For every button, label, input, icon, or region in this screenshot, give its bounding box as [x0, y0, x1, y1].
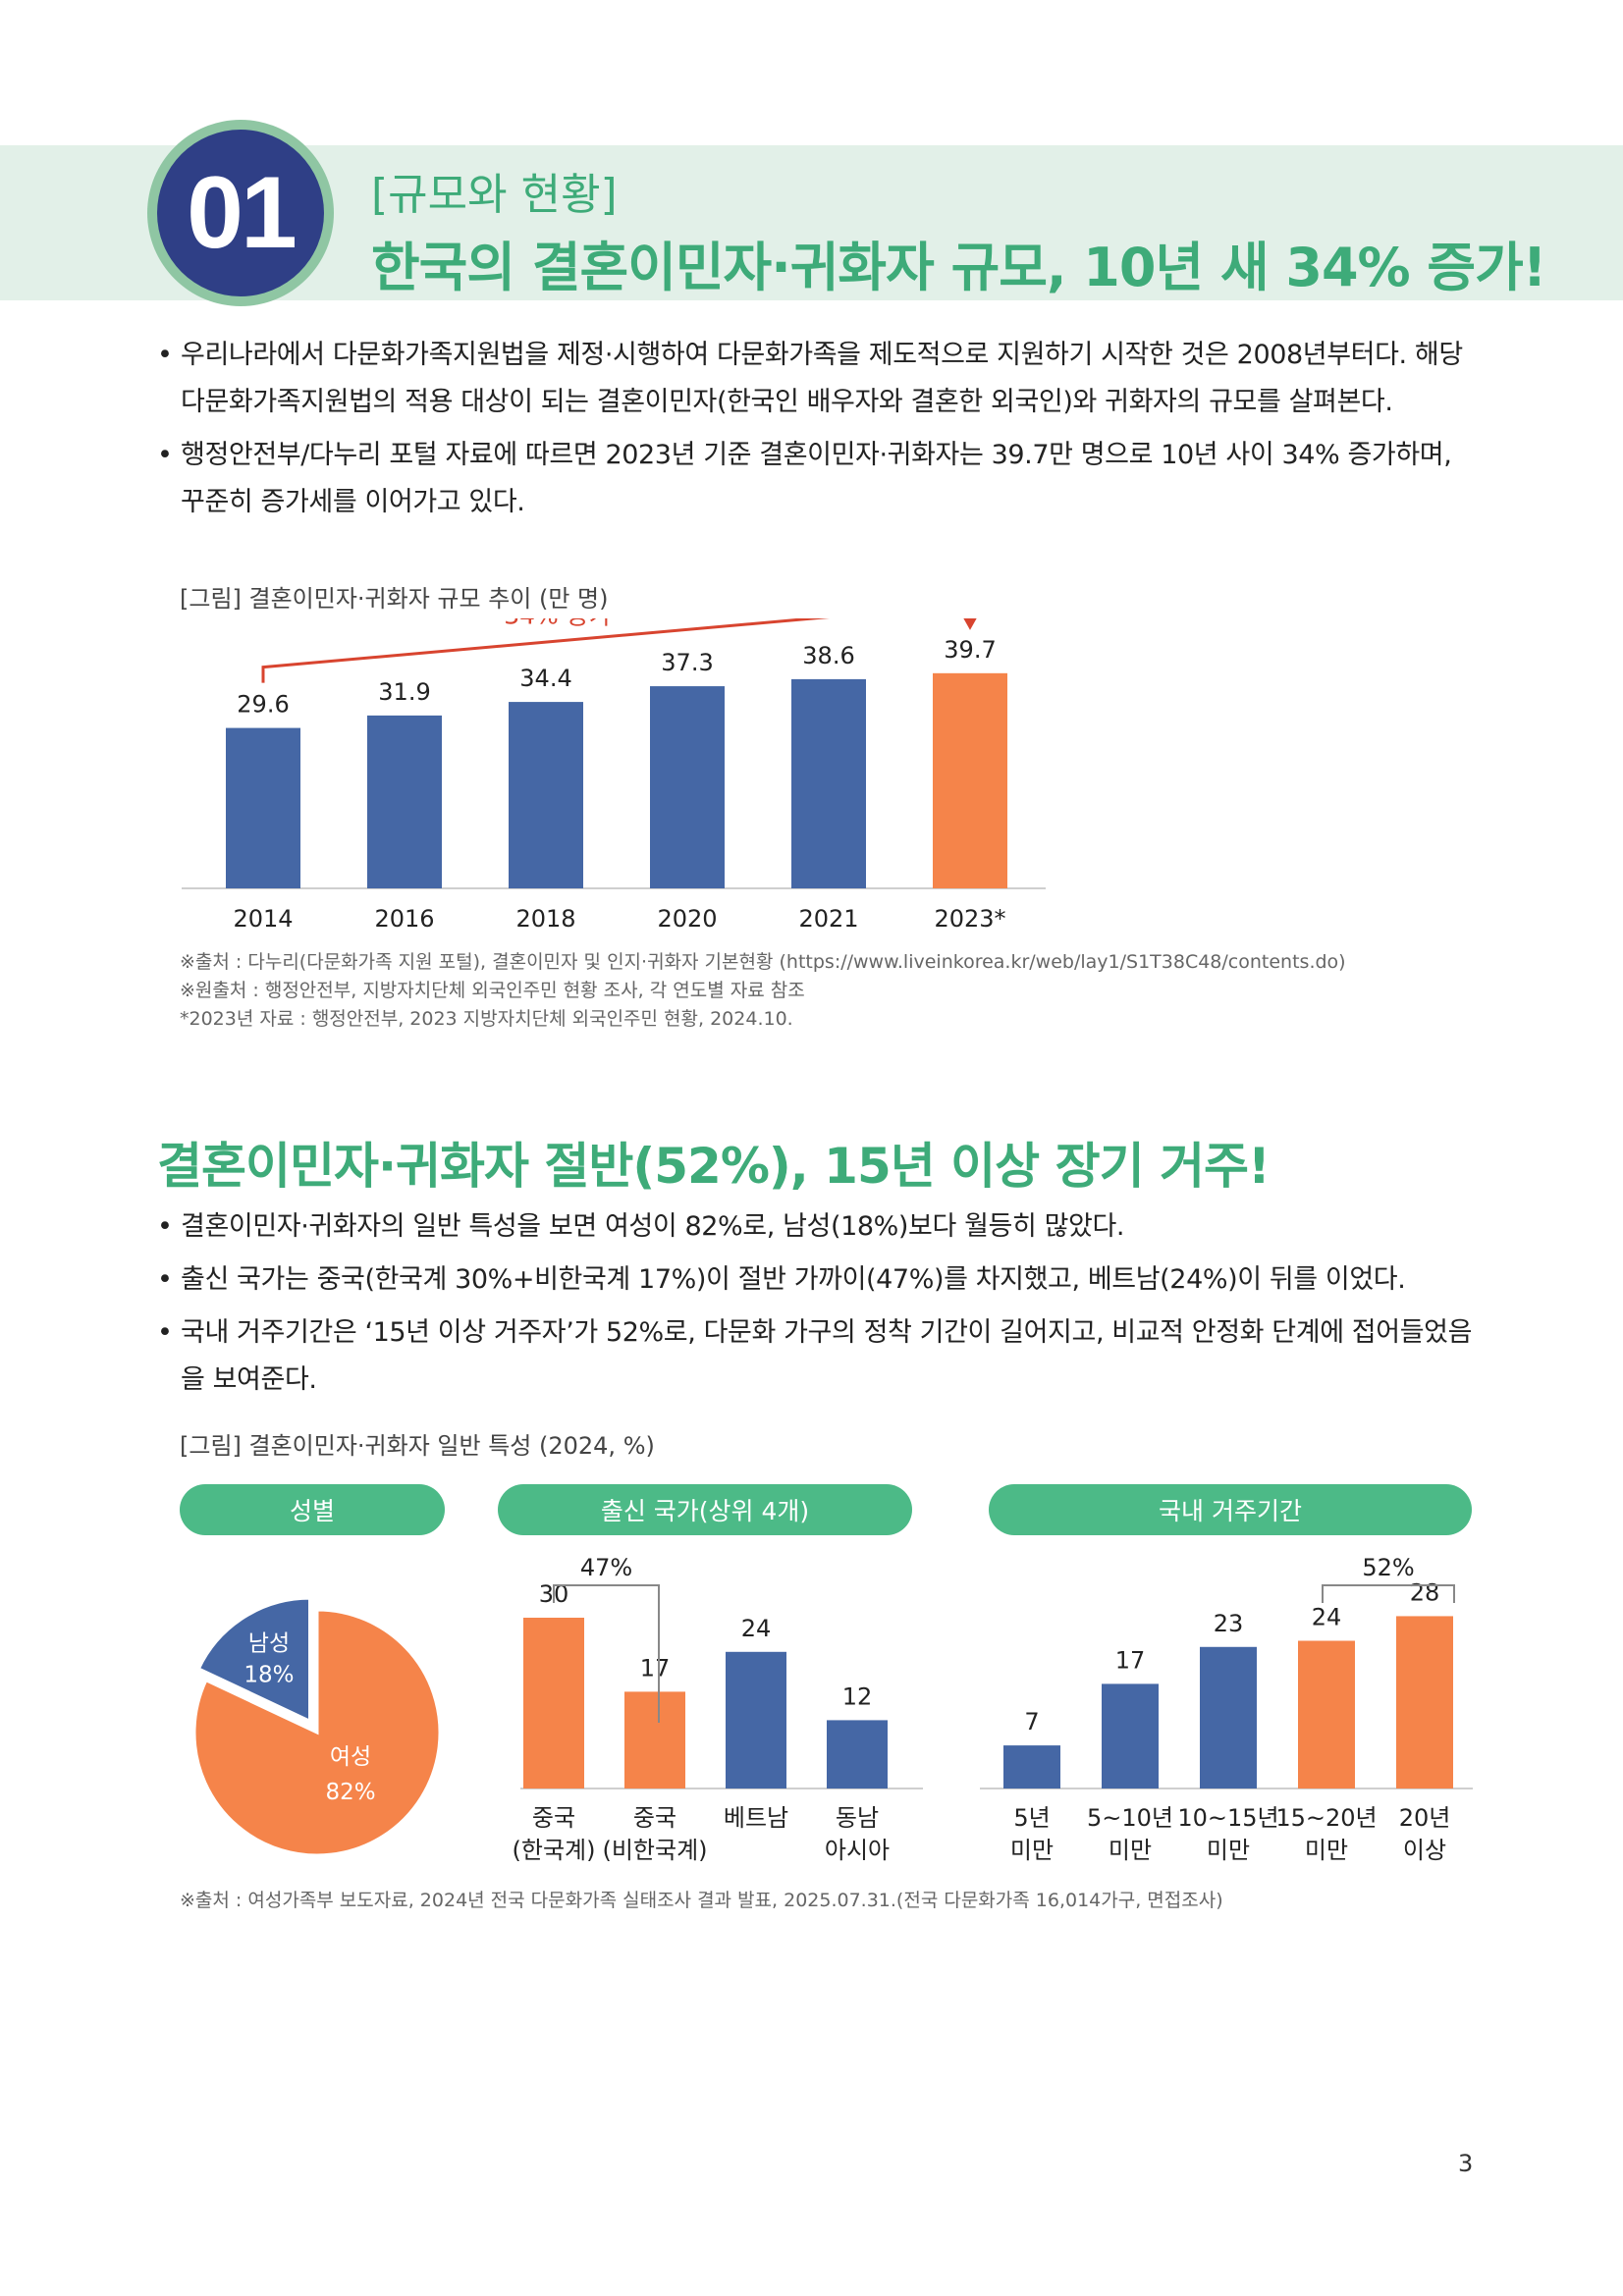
bar [1003, 1745, 1060, 1789]
data-label: 7 [1024, 1708, 1039, 1735]
x-tick-label: 2020 [657, 905, 717, 933]
bar [1298, 1640, 1355, 1789]
bullet-item: 출신 국가는 중국(한국계 30%+비한국계 17%)이 절반 가까이(47%)… [157, 1256, 1473, 1304]
bar [523, 1618, 584, 1789]
x-tick-label: 중국 [532, 1804, 575, 1832]
bullet-item: 국내 거주기간은 ‘15년 이상 거주자’가 52%로, 다문화 가구의 정착 … [157, 1309, 1473, 1404]
page-number: 3 [1458, 2150, 1474, 2177]
x-tick-label: 미만 [1010, 1837, 1054, 1864]
data-label: 12 [842, 1682, 873, 1710]
x-tick-label: 미만 [1305, 1837, 1348, 1864]
x-tick-label: 미만 [1109, 1837, 1152, 1864]
bracket-label: 47% [580, 1554, 632, 1581]
bar [1396, 1616, 1453, 1789]
pie-value-female: 82% [325, 1780, 375, 1805]
bracket-line [553, 1584, 660, 1723]
bar [624, 1691, 685, 1789]
pill-gender: 성별 [180, 1484, 445, 1535]
data-label: 34.4 [519, 665, 571, 692]
x-tick-label: 15~20년 [1275, 1804, 1377, 1832]
x-tick-label: 2023* [934, 905, 1005, 933]
page-title: 한국의 결혼이민자·귀화자 규모, 10년 새 34% 증가! [371, 237, 1546, 298]
data-label: 24 [741, 1615, 772, 1642]
arrowhead [963, 618, 977, 630]
bar [1102, 1683, 1159, 1789]
bullet-item: 우리나라에서 다문화가족지원법을 제정·시행하여 다문화가족을 제도적으로 지원… [157, 332, 1473, 426]
x-tick-label: 5년 [1013, 1804, 1050, 1832]
data-label: 17 [1115, 1646, 1146, 1674]
data-label: 37.3 [661, 649, 713, 676]
data-label: 31.9 [378, 678, 430, 706]
bullet-item: 결혼이민자·귀화자의 일반 특성을 보면 여성이 82%로, 남성(18%)보다… [157, 1203, 1473, 1251]
data-label: 38.6 [802, 642, 854, 669]
data-label: 28 [1410, 1578, 1440, 1606]
x-tick-label: 2016 [374, 905, 434, 933]
section-title: 결혼이민자·귀화자 절반(52%), 15년 이상 장기 거주! [157, 1138, 1271, 1195]
x-tick-label: 2014 [233, 905, 293, 933]
gender-pie-chart: 남성 18% 여성 82% [192, 1596, 442, 1857]
increase-annotation: 34% 증가 [504, 618, 612, 630]
x-tick-label: 10~15년 [1177, 1804, 1278, 1832]
bar-2021 [791, 678, 866, 888]
characteristics-bullet-list: 결혼이민자·귀화자의 일반 특성을 보면 여성이 82%로, 남성(18%)보다… [157, 1203, 1473, 1410]
pie-label-male: 남성 [248, 1631, 290, 1657]
increase-bracket [261, 618, 830, 683]
pill-origin: 출신 국가(상위 4개) [498, 1484, 912, 1535]
x-tick-label: (비한국계) [602, 1837, 707, 1864]
bar-2014 [226, 727, 300, 888]
source-line: *2023년 자료 : 행정안전부, 2023 지방자치단체 외국인주민 현황,… [180, 1008, 793, 1030]
bar-2020 [650, 686, 725, 888]
bracket-line [1322, 1584, 1455, 1603]
trend-bar-chart: 29.6 2014 31.9 2016 34.4 2018 37.3 2020 38.6 2021… [182, 618, 1046, 933]
bracket-label: 52% [1362, 1554, 1414, 1581]
bar-2016 [367, 715, 442, 888]
x-tick-label: 이상 [1403, 1837, 1446, 1864]
figure-caption-characteristics: [그림] 결혼이민자·귀화자 일반 특성 (2024, %) [180, 1432, 655, 1460]
source-line: ※출처 : 다누리(다문화가족 지원 포털), 결혼이민자 및 인지·귀화자 기… [180, 951, 1346, 973]
x-tick-label: 5~10년 [1087, 1804, 1173, 1832]
x-tick-label: 베트남 [724, 1804, 788, 1832]
source-notes: ※출처 : 다누리(다문화가족 지원 포털), 결혼이민자 및 인지·귀화자 기… [180, 948, 1346, 1034]
figure-caption-trend: [그림] 결혼이민자·귀화자 규모 추이 (만 명) [180, 585, 609, 613]
data-label: 39.7 [944, 636, 996, 664]
section-kicker: [규모와 현황] [371, 170, 618, 220]
x-tick-label: 아시아 [825, 1837, 890, 1864]
bar-2023* [933, 672, 1007, 888]
pie-label-female: 여성 [330, 1744, 371, 1770]
source-line: ※원출처 : 행정안전부, 지방자치단체 외국인주민 현황 조사, 각 연도별 … [180, 980, 805, 1001]
bar [827, 1720, 888, 1789]
bullet-item: 행정안전부/다누리 포털 자료에 따르면 2023년 기준 결혼이민자·귀화자는… [157, 432, 1473, 526]
data-label: 24 [1312, 1604, 1342, 1631]
x-tick-label: 중국 [633, 1804, 676, 1832]
pie-slice-male [196, 1596, 311, 1724]
x-tick-label: 2021 [798, 905, 858, 933]
bar [1200, 1646, 1257, 1789]
intro-bullet-list: 우리나라에서 다문화가족지원법을 제정·시행하여 다문화가족을 제도적으로 지원… [157, 332, 1473, 532]
x-tick-label: 동남 [836, 1804, 879, 1832]
x-tick-label: 2018 [515, 905, 575, 933]
data-label: 23 [1214, 1610, 1244, 1637]
x-tick-label: 20년 [1399, 1804, 1451, 1832]
data-label: 29.6 [237, 691, 289, 719]
data-label: 17 [640, 1654, 671, 1682]
x-tick-label: 미만 [1207, 1837, 1250, 1864]
section-number-badge: 01 [157, 130, 324, 296]
bar [726, 1651, 786, 1789]
pill-residence: 국내 거주기간 [989, 1484, 1472, 1535]
pie-value-male: 18% [243, 1663, 294, 1688]
x-tick-label: (한국계) [513, 1837, 596, 1864]
bar-2018 [509, 702, 583, 888]
source-line: ※출처 : 여성가족부 보도자료, 2024년 전국 다문화가족 실태조사 결과… [180, 1890, 1223, 1911]
pie-slice-female [192, 1608, 442, 1857]
